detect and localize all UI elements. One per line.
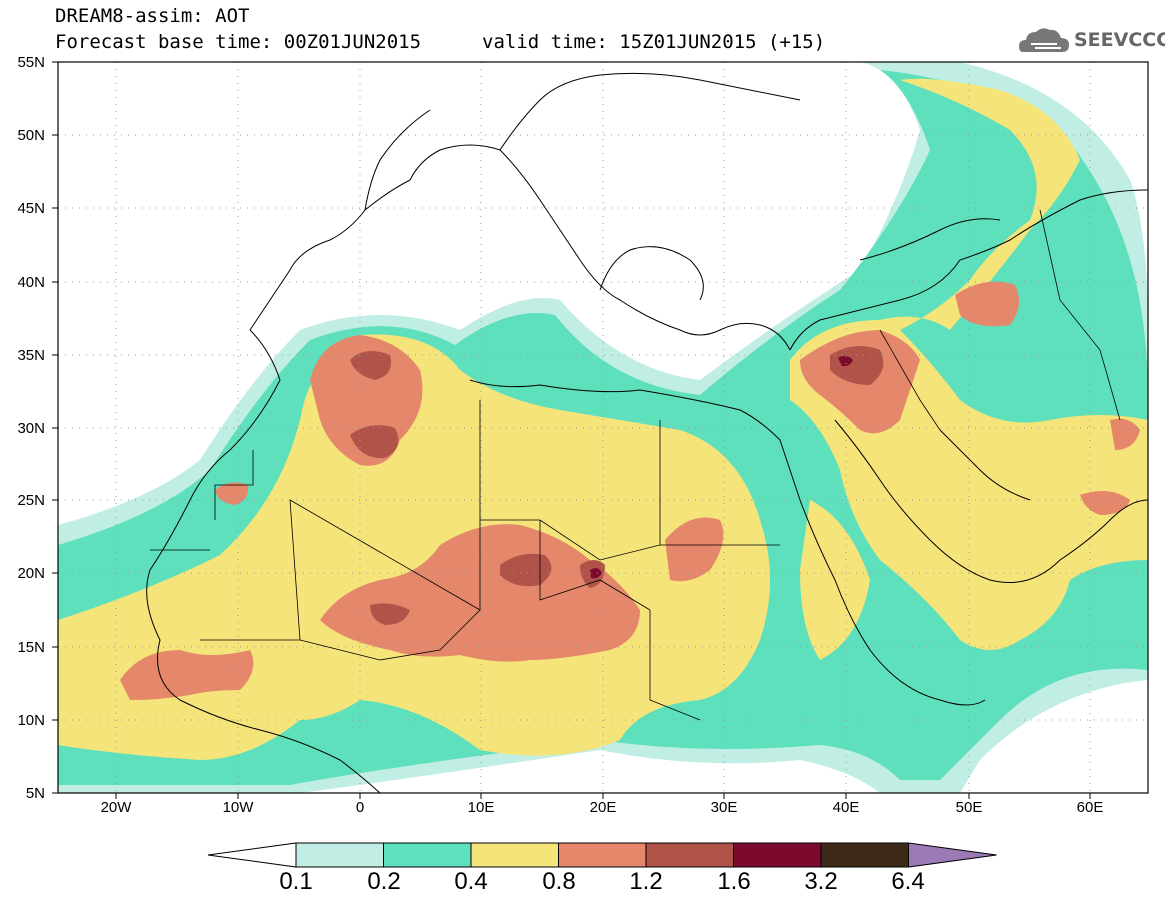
colorbar-segment	[558, 842, 647, 868]
lat-label-30n: 30N	[17, 420, 45, 437]
lon-label-30e: 30E	[710, 799, 738, 816]
coastlines	[146, 72, 1148, 793]
colorbar-label-6-4: 6.4	[891, 868, 925, 895]
colorbar-segment-over	[908, 842, 997, 868]
colorbar-segment	[733, 842, 822, 868]
lon-label-20e: 20E	[589, 799, 617, 816]
axis-ticks	[52, 61, 1091, 799]
map-gridlines	[58, 62, 1148, 793]
lat-label-10n: 10N	[17, 712, 45, 729]
country-borders	[150, 209, 1121, 721]
lon-label-50e: 50E	[955, 799, 983, 816]
logo-text: SEEVCCC	[1074, 29, 1165, 51]
colorbar-label-1-6: 1.6	[717, 868, 751, 895]
colorbar-label-1-2: 1.2	[629, 868, 663, 895]
colorbar-segment	[295, 842, 384, 868]
lat-label-5n: 5N	[25, 785, 45, 802]
lat-label-40n: 40N	[17, 274, 45, 291]
lon-label-10w: 10W	[222, 799, 254, 816]
cloud-icon	[1019, 28, 1069, 52]
lat-label-20n: 20N	[17, 565, 45, 582]
lon-label-0: 0	[355, 799, 365, 816]
lon-label-60e: 60E	[1076, 799, 1104, 816]
colorbar-segment	[383, 842, 472, 868]
lon-label-10e: 10E	[467, 799, 495, 816]
lat-label-15n: 15N	[17, 639, 45, 656]
forecast-base-time: Forecast base time: 00Z01JUN2015	[55, 31, 422, 53]
colorbar-label-0-4: 0.4	[454, 868, 488, 895]
aot-contours	[58, 62, 1148, 793]
colorbar-label-0-8: 0.8	[542, 868, 576, 895]
lat-label-45n: 45N	[17, 200, 45, 217]
lat-label-50n: 50N	[17, 127, 45, 144]
lat-label-35n: 35N	[17, 347, 45, 364]
colorbar-segment	[645, 842, 734, 868]
lat-label-55n: 55N	[17, 54, 45, 71]
colorbar-segment	[820, 842, 909, 868]
lon-label-20w: 20W	[100, 799, 132, 816]
lon-label-40e: 40E	[832, 799, 860, 816]
colorbar-segments	[207, 842, 997, 868]
colorbar-label-3-2: 3.2	[804, 868, 838, 895]
valid-time: valid time: 15Z01JUN2015 (+15)	[482, 31, 826, 53]
colorbar-label-0-2: 0.2	[367, 868, 401, 895]
colorbar-label-0-1: 0.1	[279, 868, 313, 895]
colorbar-segment	[470, 842, 559, 868]
colorbar-segment-under	[207, 842, 297, 868]
chart-title: DREAM8-assim: AOT	[55, 5, 250, 27]
lat-label-25n: 25N	[17, 492, 45, 509]
